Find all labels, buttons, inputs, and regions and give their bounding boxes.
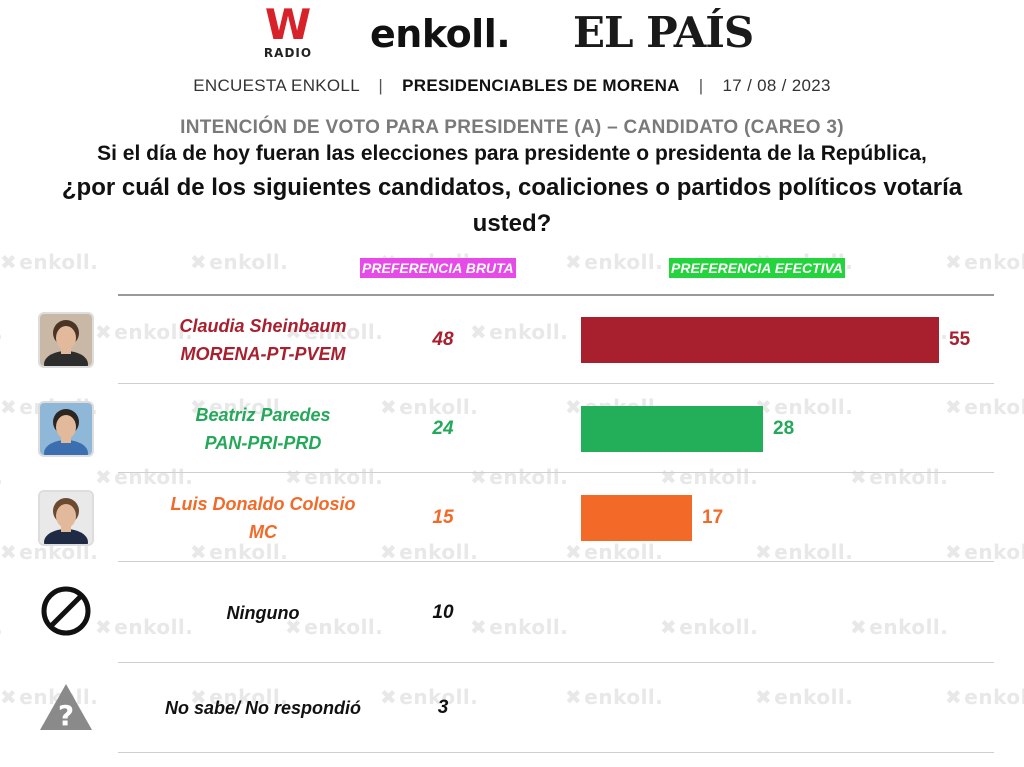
row-label: Ninguno — [118, 599, 408, 627]
chart-row: Beatriz Paredes PAN-PRI-PRD 24 28 — [0, 385, 1024, 473]
bruta-value: 48 — [432, 329, 454, 350]
bruta-value: 3 — [437, 697, 449, 718]
row-label: Beatriz Paredes PAN-PRI-PRD — [118, 401, 408, 457]
watermark-mark-icon: ✖ — [565, 250, 583, 274]
survey-topic: PRESIDENCIABLES DE MORENA — [402, 76, 680, 95]
row-label: No sabe/ No respondió — [118, 694, 408, 722]
w-radio-logo-letter: W — [264, 0, 312, 49]
watermark-mark-icon: ✖ — [0, 250, 18, 274]
chart-row: Claudia Sheinbaum MORENA-PT-PVEM 48 55 — [0, 296, 1024, 384]
candidate-name: No sabe/ No respondió — [164, 698, 362, 718]
candidate-name: Luis Donaldo Colosio — [170, 494, 356, 514]
question-line-1: Si el día de hoy fueran las elecciones p… — [97, 142, 927, 165]
row-divider — [118, 752, 994, 753]
candidate-party: PAN-PRI-PRD — [204, 433, 322, 453]
survey-date: 17 / 08 / 2023 — [722, 76, 831, 95]
bruta-value: 15 — [432, 507, 454, 528]
w-radio-logo-sub: RADIO — [263, 46, 313, 60]
bruta-value: 24 — [432, 418, 454, 439]
column-header-efectiva: PREFERENCIA EFECTIVA — [669, 258, 845, 278]
efectiva-value: 55 — [949, 329, 971, 350]
row-divider — [118, 662, 994, 663]
table-top-rule — [118, 294, 994, 296]
efectiva-bar — [581, 406, 763, 452]
warning-question-icon: ? — [40, 684, 92, 732]
efectiva-value: 28 — [773, 418, 795, 439]
candidate-photo-icon — [38, 490, 94, 546]
watermark-text: ✖enkoll. — [945, 250, 1024, 274]
efectiva-value: 17 — [702, 507, 724, 528]
watermark-word: enkoll. — [964, 250, 1024, 274]
el-pais-logo: EL PAÍS — [573, 8, 754, 57]
chart-row: ? No sabe/ No respondió 3 — [0, 664, 1024, 752]
candidate-party: MC — [249, 522, 277, 542]
survey-question: Si el día de hoy fueran las elecciones p… — [30, 138, 994, 242]
chart-row: Ninguno 10 — [0, 563, 1024, 663]
row-label: Luis Donaldo Colosio MC — [118, 490, 408, 546]
svg-text:?: ? — [58, 699, 74, 732]
chart-row: Luis Donaldo Colosio MC 15 17 — [0, 474, 1024, 562]
separator: | — [698, 76, 704, 95]
bruta-value: 10 — [432, 602, 454, 623]
watermark-text: ✖enkoll. — [565, 250, 663, 274]
enkoll-logo: enkoll. — [370, 12, 511, 56]
separator: | — [378, 76, 384, 95]
survey-name: ENCUESTA ENKOLL — [193, 76, 360, 95]
candidate-photo-icon — [38, 401, 94, 457]
row-label: Claudia Sheinbaum MORENA-PT-PVEM — [118, 312, 408, 368]
watermark-word: enkoll. — [584, 250, 664, 274]
row-divider — [118, 383, 994, 384]
candidate-name: Ninguno — [226, 603, 300, 623]
candidate-name: Beatriz Paredes — [195, 405, 331, 425]
candidate-photo-icon — [38, 312, 94, 368]
column-header-bruta: PREFERENCIA BRUTA — [360, 258, 516, 278]
survey-info-line: ENCUESTA ENKOLL | PRESIDENCIABLES DE MOR… — [0, 76, 1024, 96]
candidate-party: MORENA-PT-PVEM — [180, 344, 346, 364]
w-radio-logo: W RADIO — [258, 4, 318, 64]
watermark-mark-icon: ✖ — [945, 250, 963, 274]
prohibited-icon — [41, 586, 91, 636]
watermark-text: ✖enkoll. — [190, 250, 288, 274]
question-line-2: ¿por cuál de los siguientes candidatos, … — [61, 174, 963, 237]
watermark-word: enkoll. — [209, 250, 289, 274]
row-divider — [118, 561, 994, 562]
efectiva-bar — [581, 317, 939, 363]
candidate-name: Claudia Sheinbaum — [179, 316, 347, 336]
watermark-text: ✖enkoll. — [0, 250, 98, 274]
chart-title: INTENCIÓN DE VOTO PARA PRESIDENTE (A) – … — [180, 117, 844, 138]
row-divider — [118, 472, 994, 473]
watermark-mark-icon: ✖ — [190, 250, 208, 274]
watermark-word: enkoll. — [19, 250, 99, 274]
efectiva-bar — [581, 495, 692, 541]
